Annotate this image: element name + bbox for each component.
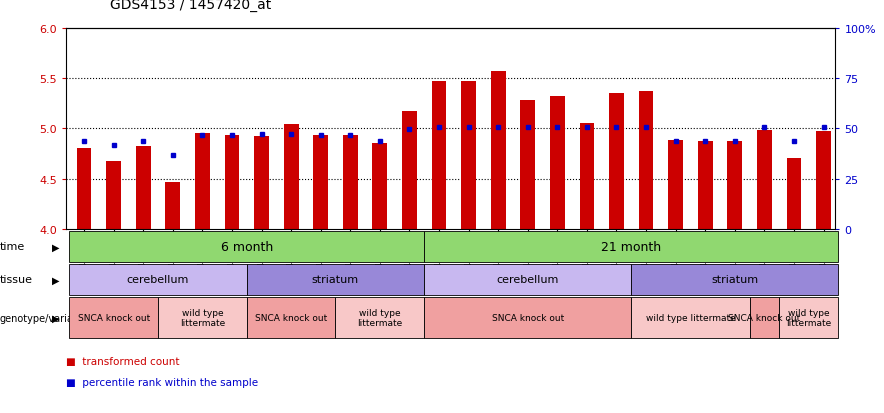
Bar — [165, 182, 180, 229]
Text: SNCA knock out: SNCA knock out — [78, 313, 149, 323]
Bar — [550, 97, 565, 229]
Text: striatum: striatum — [712, 275, 758, 285]
Text: 21 month: 21 month — [601, 240, 661, 253]
Bar — [106, 161, 121, 229]
Bar — [461, 82, 476, 229]
Text: time: time — [0, 242, 26, 252]
Bar — [580, 124, 594, 229]
Bar — [136, 147, 150, 229]
Text: genotype/variation: genotype/variation — [0, 313, 93, 323]
Bar — [431, 82, 446, 229]
Text: ▶: ▶ — [52, 275, 59, 285]
Bar — [728, 142, 743, 229]
Bar — [195, 134, 210, 229]
Bar — [757, 131, 772, 229]
Bar — [787, 159, 802, 229]
Bar — [343, 136, 358, 229]
Bar — [668, 141, 683, 229]
Bar — [609, 94, 624, 229]
Bar — [816, 132, 831, 229]
Text: SNCA knock out: SNCA knock out — [255, 313, 327, 323]
Text: wild type
littermate: wild type littermate — [357, 309, 402, 328]
Bar — [313, 136, 328, 229]
Text: cerebellum: cerebellum — [126, 275, 189, 285]
Text: ▶: ▶ — [52, 313, 59, 323]
Text: wild type littermate: wild type littermate — [645, 313, 735, 323]
Bar — [254, 137, 269, 229]
Text: ■  transformed count: ■ transformed count — [66, 356, 179, 366]
Bar — [77, 149, 91, 229]
Text: cerebellum: cerebellum — [497, 275, 559, 285]
Bar — [521, 101, 535, 229]
Text: tissue: tissue — [0, 275, 33, 285]
Text: striatum: striatum — [312, 275, 359, 285]
Text: ■  percentile rank within the sample: ■ percentile rank within the sample — [66, 377, 258, 387]
Bar — [638, 92, 653, 229]
Bar — [491, 72, 506, 229]
Bar — [402, 112, 417, 229]
Bar — [225, 136, 240, 229]
Text: SNCA knock out: SNCA knock out — [492, 313, 564, 323]
Text: SNCA knock out: SNCA knock out — [728, 313, 801, 323]
Text: ▶: ▶ — [52, 242, 59, 252]
Text: 6 month: 6 month — [221, 240, 273, 253]
Text: wild type
littermate: wild type littermate — [786, 309, 831, 328]
Text: wild type
littermate: wild type littermate — [179, 309, 225, 328]
Bar — [284, 125, 299, 229]
Bar — [372, 144, 387, 229]
Text: GDS4153 / 1457420_at: GDS4153 / 1457420_at — [110, 0, 271, 12]
Bar — [697, 142, 713, 229]
